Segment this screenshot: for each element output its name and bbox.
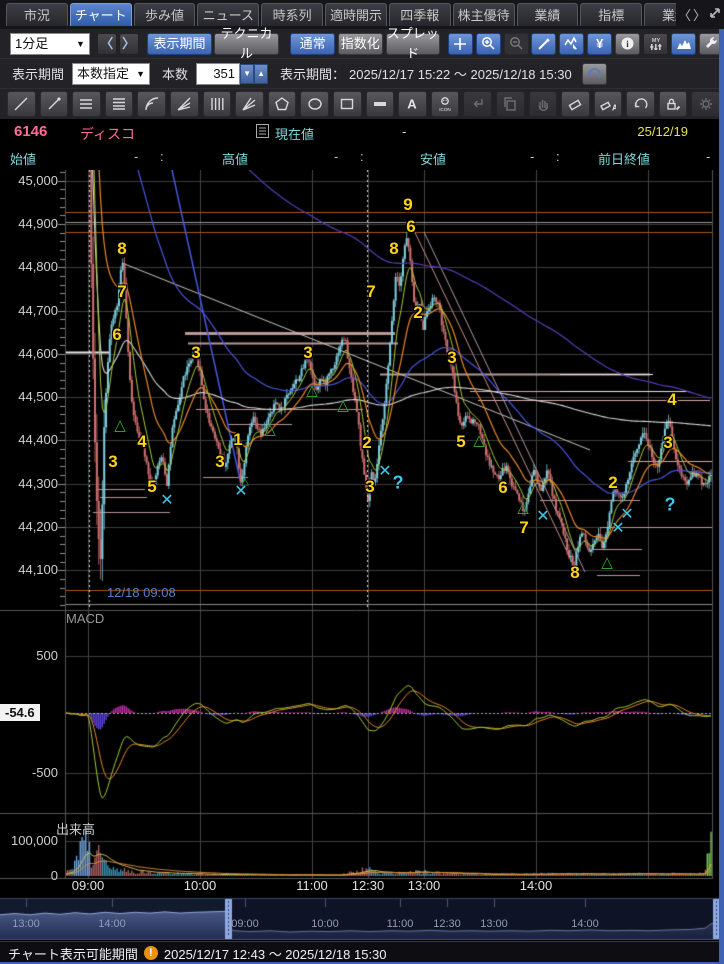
draw-tool-copy[interactable] <box>495 91 525 117</box>
my-settings-button[interactable]: MY <box>643 32 669 55</box>
expand-window-icon[interactable] <box>708 7 721 22</box>
yen-scale-button[interactable]: ¥ <box>587 32 613 55</box>
normal-mode-button[interactable]: 通常 <box>290 32 335 55</box>
high-value: - <box>334 149 339 164</box>
count-input[interactable]: 351 <box>196 62 241 85</box>
current-price-value: - <box>402 124 407 139</box>
draw-tool-hand[interactable] <box>528 91 558 117</box>
tab-1[interactable]: チャート <box>69 3 132 26</box>
svg-text:ICON: ICON <box>439 107 450 112</box>
draw-tool-pentagon[interactable] <box>267 91 297 117</box>
indexed-mode-button[interactable]: 指数化 <box>337 32 383 55</box>
open-label: 始値 <box>10 152 37 167</box>
svg-text:A: A <box>408 97 418 112</box>
draw-tool-eraser-text[interactable]: A <box>593 91 623 117</box>
draw-pencil-button[interactable] <box>531 32 557 55</box>
tab-4[interactable]: 時系列 <box>261 3 324 26</box>
price-chart-canvas[interactable] <box>0 170 724 940</box>
draw-tool-text[interactable]: A <box>398 91 427 117</box>
zoom-in-button[interactable] <box>475 32 501 55</box>
main-toolbar: 1分足 ▼ 〈 〉 表示期間 テクニカル 通常 指数化 スプレッド <box>0 25 724 61</box>
crosshair-button[interactable] <box>447 32 473 55</box>
draw-tool-fib-arc[interactable] <box>137 91 166 117</box>
draw-tool-line[interactable] <box>7 91 36 117</box>
draw-tool-icon-stamp[interactable]: ICON <box>430 91 460 117</box>
period-label: 表示期間 <box>12 67 65 82</box>
high-label: 高値 <box>222 152 249 167</box>
current-price-label: 現在値 <box>275 127 315 142</box>
draw-tool-thick-bar[interactable] <box>365 91 395 117</box>
draw-tool-rectangle[interactable] <box>332 91 362 117</box>
tab-strip: 市況チャート歩み値ニュース時系列適時開示四季報株主優待業績指標業績 <box>6 3 706 29</box>
period-mode-select[interactable]: 本数指定 ▼ <box>72 62 151 85</box>
draw-tool-multi-lines[interactable] <box>104 91 134 117</box>
status-bar: チャート表示可能期間 ! 2025/12/17 12:43 ～ 2025/12/… <box>0 941 724 964</box>
tab-bar: 市況チャート歩み値ニュース時系列適時開示四季報株主優待業績指標業績 〈 〉 <box>0 0 724 29</box>
open-value: - <box>134 149 139 164</box>
tab-scroll-left-icon[interactable]: 〈 <box>678 8 692 23</box>
low-label: 安値 <box>420 152 447 167</box>
range-value: 2025/12/17 15:22 ～ 2025/12/18 15:30 <box>349 67 572 82</box>
draw-tool-fan-lines[interactable] <box>169 91 199 117</box>
spread-mode-button[interactable]: スプレッド <box>385 25 440 61</box>
select-caret-icon: ▼ <box>136 68 146 79</box>
low-value: - <box>530 149 535 164</box>
warning-icon[interactable]: ! <box>143 946 158 960</box>
tab-9[interactable]: 指標 <box>580 3 643 26</box>
reset-period-button[interactable] <box>581 62 607 85</box>
svg-text:A: A <box>612 104 616 113</box>
available-period-range: 2025/12/17 12:43 ～ 2025/12/18 15:30 <box>163 946 387 962</box>
count-decrement-button[interactable]: ▼ <box>240 63 255 84</box>
select-caret-icon: ▼ <box>76 38 85 49</box>
tab-3[interactable]: ニュース <box>197 3 260 26</box>
tab-scroll-right-icon[interactable]: 〉 <box>693 8 707 23</box>
draw-tool-ellipse[interactable] <box>300 91 329 117</box>
prev-close-value: - <box>706 149 711 164</box>
available-period-label: チャート表示可能期間 <box>8 946 138 962</box>
window-right-border <box>719 29 724 964</box>
window-bottom-border <box>0 962 724 964</box>
tab-7[interactable]: 株主優待 <box>452 3 515 26</box>
tab-6[interactable]: 四季報 <box>388 3 451 26</box>
svg-text:i: i <box>626 39 629 49</box>
technical-button[interactable]: テクニカル <box>214 26 279 61</box>
tab-5[interactable]: 適時開示 <box>325 3 387 26</box>
draw-tool-undo-curve[interactable] <box>626 91 655 117</box>
mountain-chart-button[interactable] <box>671 32 696 55</box>
quote-row: 6146 ディスコ 現在値 - 25/12/19 <box>0 119 724 145</box>
prev-period-button[interactable]: 〈 <box>96 32 117 55</box>
tab-8[interactable]: 業績 <box>516 3 579 26</box>
period-toolbar: 表示期間 本数指定 ▼ 本数 351 ▼ ▲ 表示期間： 2025/12/17 1… <box>0 58 724 88</box>
tab-2[interactable]: 歩み値 <box>133 3 196 26</box>
draw-tool-pencil[interactable] <box>39 91 69 117</box>
draw-tool-step-back[interactable] <box>463 91 492 117</box>
trend-cursor-button[interactable] <box>559 32 585 55</box>
svg-text:MY: MY <box>651 38 660 44</box>
symbol-code: 6146 <box>14 123 48 140</box>
zoom-out-button[interactable] <box>503 32 529 55</box>
draw-tool-rays[interactable] <box>235 91 264 117</box>
count-increment-button[interactable]: ▲ <box>254 63 269 84</box>
tab-0[interactable]: 市況 <box>6 3 68 26</box>
ohlc-row: 始値 - : 高値 - : 安値 - : 前日終値 - <box>0 145 724 170</box>
draw-tool-settings[interactable] <box>691 91 721 117</box>
display-period-button[interactable]: 表示期間 <box>147 32 212 55</box>
board-icon[interactable] <box>256 124 269 141</box>
tab-scroll-controls: 〈 〉 <box>676 0 724 29</box>
next-period-button[interactable]: 〉 <box>118 32 139 55</box>
draw-tool-lock-edit[interactable] <box>658 91 688 117</box>
prev-close-label: 前日終値 <box>598 152 651 167</box>
range-label: 表示期間： <box>280 67 346 82</box>
draw-tool-eraser[interactable] <box>561 91 590 117</box>
symbol-name: ディスコ <box>80 126 136 142</box>
interval-select[interactable]: 1分足 ▼ <box>10 32 90 55</box>
draw-tool-vertical-lines[interactable] <box>202 91 232 117</box>
quote-date: 25/12/19 <box>637 124 688 139</box>
draw-tool-parallel-lines[interactable] <box>72 91 101 117</box>
drawing-toolbar: A ICON A <box>0 88 724 119</box>
count-label: 本数 <box>162 67 189 82</box>
info-button[interactable]: i <box>615 32 641 55</box>
